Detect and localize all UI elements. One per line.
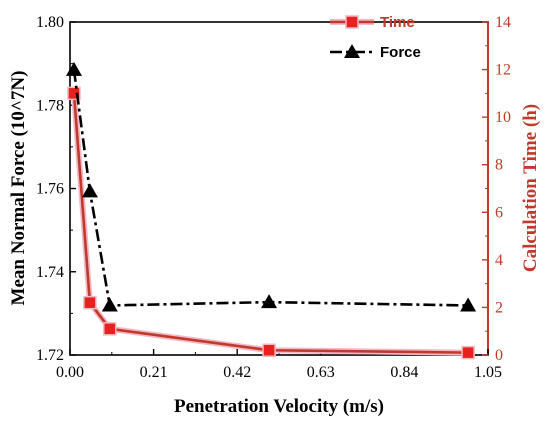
legend-label: Time bbox=[380, 14, 415, 31]
y-right-tick-label: 12 bbox=[495, 62, 511, 79]
legend: Time Force bbox=[330, 14, 421, 61]
y-left-tick-label: 1.72 bbox=[36, 347, 64, 364]
x-tick-label: 0.63 bbox=[307, 364, 335, 381]
y-right-tick-label: 10 bbox=[495, 109, 511, 126]
y-right-tick-label: 6 bbox=[495, 204, 503, 221]
series-line bbox=[72, 69, 469, 307]
y-left-tick-label: 1.80 bbox=[36, 14, 64, 31]
x-tick-label: 0.84 bbox=[390, 364, 418, 381]
data-point bbox=[261, 294, 278, 309]
data-point bbox=[81, 183, 98, 198]
y-right-tick-label: 8 bbox=[495, 157, 503, 174]
data-point bbox=[83, 295, 97, 310]
x-tick-label: 1.05 bbox=[474, 364, 502, 381]
legend-marker bbox=[344, 44, 360, 58]
x-tick-label: 0.00 bbox=[56, 364, 84, 381]
y-right-axis-title: Calculation Time (h) bbox=[520, 104, 541, 272]
data-point bbox=[101, 297, 118, 312]
y-left-tick-label: 1.76 bbox=[36, 181, 64, 198]
series-layer bbox=[65, 61, 477, 360]
y-right-tick-label: 14 bbox=[495, 14, 511, 31]
legend-marker bbox=[345, 15, 359, 29]
data-point bbox=[262, 343, 276, 357]
y-left-tick-label: 1.78 bbox=[36, 97, 64, 114]
series-time bbox=[67, 86, 475, 360]
data-point bbox=[461, 345, 475, 360]
y-right-tick-label: 4 bbox=[495, 252, 503, 269]
data-point bbox=[65, 61, 82, 76]
data-point bbox=[460, 297, 477, 312]
x-axis-title: Penetration Velocity (m/s) bbox=[174, 396, 384, 417]
data-point bbox=[103, 322, 117, 336]
series-line-halo bbox=[70, 93, 469, 356]
legend-label: Force bbox=[380, 44, 421, 61]
x-tick-label: 0.21 bbox=[140, 364, 168, 381]
y-left-axis-title: Mean Normal Force (10^7N) bbox=[8, 71, 29, 306]
y-right-tick-label: 0 bbox=[495, 347, 503, 364]
x-tick-label: 0.42 bbox=[223, 364, 251, 381]
series-line bbox=[72, 93, 469, 354]
y-right-ticks: 0 2 4 6 8 10 12 14 bbox=[482, 14, 511, 364]
y-left-ticks: 1.72 1.74 1.76 1.78 1.80 bbox=[36, 14, 76, 364]
series-force bbox=[65, 61, 477, 312]
y-left-tick-label: 1.74 bbox=[36, 264, 64, 281]
y-right-tick-label: 2 bbox=[495, 299, 503, 316]
